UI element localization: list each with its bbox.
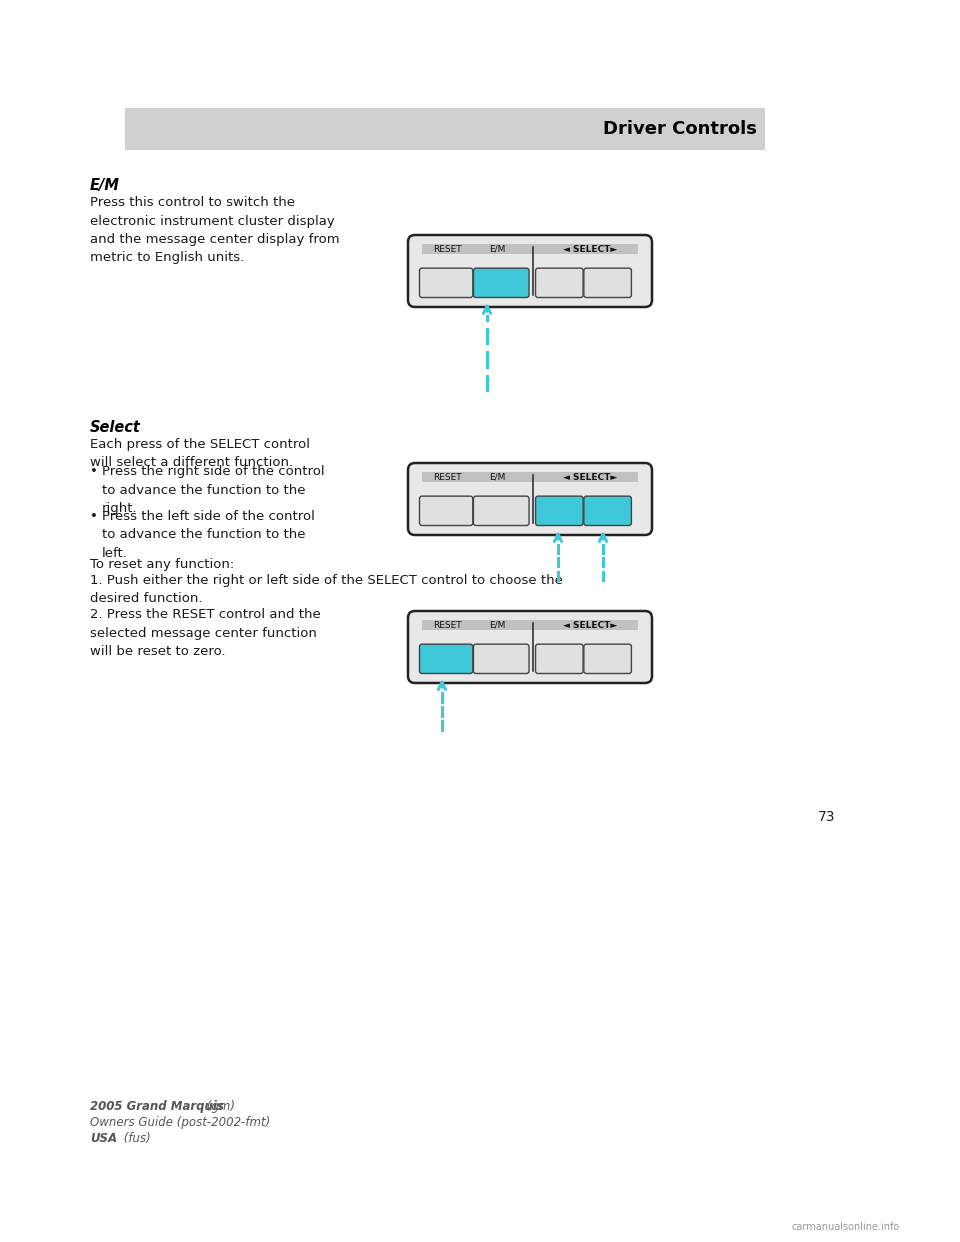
FancyBboxPatch shape bbox=[420, 496, 472, 525]
FancyBboxPatch shape bbox=[408, 611, 652, 683]
FancyBboxPatch shape bbox=[536, 268, 583, 298]
Text: Press the left side of the control
to advance the function to the
left.: Press the left side of the control to ad… bbox=[102, 510, 315, 560]
FancyBboxPatch shape bbox=[473, 645, 529, 673]
FancyBboxPatch shape bbox=[536, 496, 583, 525]
FancyBboxPatch shape bbox=[420, 645, 472, 673]
Text: (gm): (gm) bbox=[203, 1100, 235, 1113]
Text: Owners Guide (post-2002-fmt): Owners Guide (post-2002-fmt) bbox=[90, 1117, 271, 1129]
Text: Press this control to switch the
electronic instrument cluster display
and the m: Press this control to switch the electro… bbox=[90, 196, 340, 265]
Text: 2. Press the RESET control and the
selected message center function
will be rese: 2. Press the RESET control and the selec… bbox=[90, 609, 321, 658]
Text: •: • bbox=[90, 465, 98, 478]
FancyBboxPatch shape bbox=[408, 235, 652, 307]
Text: 73: 73 bbox=[818, 810, 835, 823]
Text: E/M: E/M bbox=[490, 473, 506, 482]
Text: 2005 Grand Marquis: 2005 Grand Marquis bbox=[90, 1100, 224, 1113]
Text: •: • bbox=[90, 510, 98, 523]
Text: E/M: E/M bbox=[90, 178, 120, 193]
Text: RESET: RESET bbox=[433, 621, 462, 630]
FancyBboxPatch shape bbox=[536, 645, 583, 673]
Text: RESET: RESET bbox=[433, 245, 462, 255]
FancyBboxPatch shape bbox=[420, 268, 472, 298]
Text: ◄ SELECT►: ◄ SELECT► bbox=[563, 245, 617, 255]
Text: E/M: E/M bbox=[490, 245, 506, 255]
FancyBboxPatch shape bbox=[584, 268, 632, 298]
Bar bbox=[125, 108, 765, 150]
Text: 1. Push either the right or left side of the SELECT control to choose the
desire: 1. Push either the right or left side of… bbox=[90, 574, 563, 606]
FancyBboxPatch shape bbox=[408, 463, 652, 535]
FancyBboxPatch shape bbox=[584, 645, 632, 673]
FancyBboxPatch shape bbox=[584, 496, 632, 525]
Text: Each press of the SELECT control
will select a different function.: Each press of the SELECT control will se… bbox=[90, 438, 310, 469]
FancyBboxPatch shape bbox=[422, 620, 638, 630]
Text: Select: Select bbox=[90, 420, 141, 435]
Text: RESET: RESET bbox=[433, 473, 462, 482]
Text: USA: USA bbox=[90, 1131, 117, 1145]
Text: ◄ SELECT►: ◄ SELECT► bbox=[563, 473, 617, 482]
Text: (fus): (fus) bbox=[120, 1131, 151, 1145]
FancyBboxPatch shape bbox=[473, 496, 529, 525]
FancyBboxPatch shape bbox=[422, 243, 638, 255]
Text: Driver Controls: Driver Controls bbox=[603, 120, 757, 138]
Text: Press the right side of the control
to advance the function to the
right.: Press the right side of the control to a… bbox=[102, 465, 324, 515]
Text: ◄ SELECT►: ◄ SELECT► bbox=[563, 621, 617, 630]
Text: E/M: E/M bbox=[490, 621, 506, 630]
FancyBboxPatch shape bbox=[473, 268, 529, 298]
Text: carmanualsonline.info: carmanualsonline.info bbox=[792, 1222, 900, 1232]
FancyBboxPatch shape bbox=[422, 472, 638, 482]
Text: To reset any function:: To reset any function: bbox=[90, 558, 234, 571]
